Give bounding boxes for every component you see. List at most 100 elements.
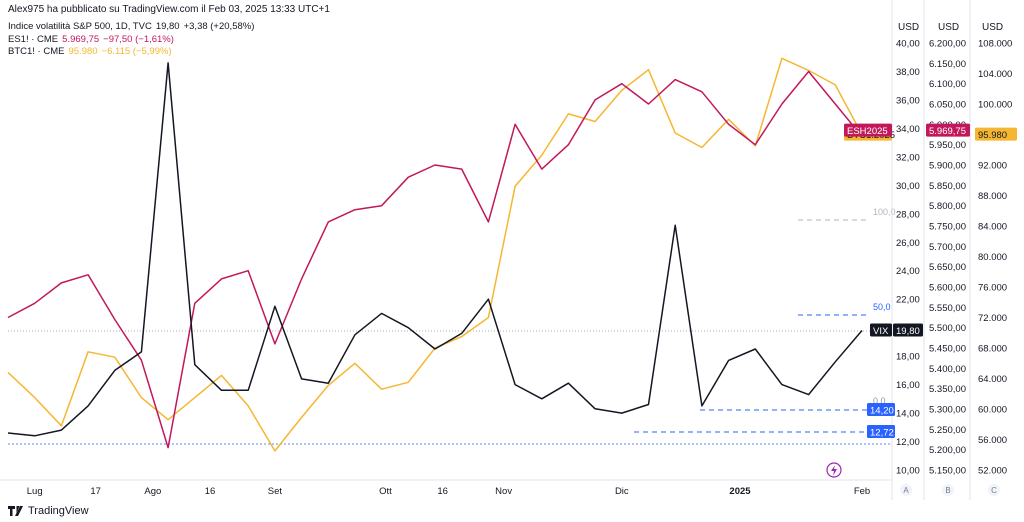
fib-label-0: 0,0: [873, 396, 886, 406]
axis-b-tick: 5.150,00: [929, 466, 966, 477]
axis-scale-letter: B: [945, 486, 950, 495]
axis-c-tick: 104.000: [978, 69, 1012, 80]
legend-es-values: 5.969,75 −97,50 (−1,61%): [62, 34, 178, 47]
axis-b-tick: 5.950,00: [929, 140, 966, 151]
publisher-line: Alex975 ha pubblicato su TradingView.com…: [8, 4, 330, 15]
axis-b-currency: USD: [938, 22, 960, 33]
axis-scale-letter: C: [991, 486, 997, 495]
axis-b-tick: 6.050,00: [929, 100, 966, 111]
axis-b-tick: 5.550,00: [929, 303, 966, 314]
axis-b-tick: 5.200,00: [929, 445, 966, 456]
x-axis-tick: Ago: [144, 486, 161, 497]
legend: Indice volatilità S&P 500, 1D, TVC 19,80…: [8, 21, 258, 59]
axis-a-tick: 10,00: [896, 466, 920, 477]
x-axis-tick: Set: [268, 486, 283, 497]
axis-scale-button[interactable]: [988, 484, 1000, 496]
axis-c-tick: 72.000: [978, 313, 1007, 324]
axis-b-tick: 6.150,00: [929, 59, 966, 70]
axis-b-tick: 5.900,00: [929, 161, 966, 172]
fib-label-100: 100,0: [873, 207, 896, 217]
es-symbol-badge: ESH2025: [847, 126, 888, 137]
legend-es-name: ES1! · CME: [8, 33, 59, 45]
axis-c-tick: 80.000: [978, 252, 1007, 263]
axis-a-tick: 18,00: [896, 352, 920, 363]
legend-btc-last: 95.980: [68, 46, 98, 57]
x-axis-tick: Nov: [495, 486, 512, 497]
axis-b-tick: 6.200,00: [929, 39, 966, 50]
x-axis-tick: 17: [90, 486, 101, 497]
axis-c-tick: 52.000: [978, 466, 1007, 477]
legend-vix[interactable]: Indice volatilità S&P 500, 1D, TVC 19,80…: [8, 21, 258, 34]
axis-b-tick: 5.600,00: [929, 283, 966, 294]
x-axis-tick: Ott: [379, 486, 392, 497]
axis-a-tick: 32,00: [896, 152, 920, 163]
axis-a-tick: 34,00: [896, 124, 920, 135]
axis-scale-letter: A: [903, 486, 909, 495]
brand-name: TradingView: [28, 505, 89, 517]
vix-price-badge-bg: [893, 323, 923, 337]
axis-b-tick: 5.300,00: [929, 405, 966, 416]
axis-b-tick: 5.450,00: [929, 344, 966, 355]
axis-b-tick: 5.500,00: [929, 323, 966, 334]
axis-c-tick: 100.000: [978, 100, 1012, 111]
axis-a-tick: 12,00: [896, 437, 920, 448]
btc-line: [7, 57, 863, 452]
axis-c-tick: 108.000: [978, 39, 1012, 50]
axis-c-tick: 64.000: [978, 374, 1007, 385]
x-axis-tick: 2025: [729, 486, 751, 497]
axis-c-tick: 88.000: [978, 191, 1007, 202]
legend-es[interactable]: ES1! · CME 5.969,75 −97,50 (−1,61%): [8, 34, 258, 47]
es-line: [7, 70, 863, 449]
axis-a-tick: 30,00: [896, 181, 920, 192]
axis-b-tick: 5.850,00: [929, 181, 966, 192]
axis-scale-button[interactable]: [900, 484, 912, 496]
axis-a-tick: 36,00: [896, 95, 920, 106]
legend-btc[interactable]: BTC1! · CME 95.980 −6.115 (−5,99%): [8, 46, 258, 59]
legend-es-last: 5.969,75: [62, 33, 100, 45]
level-badge-1: 14,20: [870, 406, 894, 417]
axis-b-tick: 5.650,00: [929, 262, 966, 273]
axis-c-tick: 56.000: [978, 435, 1007, 446]
axis-a-currency: USD: [898, 22, 920, 33]
brand-footer[interactable]: TradingView: [8, 505, 89, 517]
axis-a-tick: 22,00: [896, 295, 920, 306]
legend-vix-name: Indice volatilità S&P 500, 1D, TVC: [8, 21, 152, 32]
axis-b-tick: 5.250,00: [929, 425, 966, 436]
x-axis-tick: Lug: [27, 486, 43, 497]
axis-b-tick: 5.400,00: [929, 364, 966, 375]
axis-c-tick: 84.000: [978, 222, 1007, 233]
series-layer: [7, 57, 863, 452]
x-axis-tick: Feb: [854, 486, 870, 497]
axis-c-tick: 76.000: [978, 283, 1007, 294]
legend-es-change: −97,50 (−1,61%): [103, 33, 174, 45]
axis-scale-button[interactable]: [942, 484, 954, 496]
axis-c-tick: 60.000: [978, 405, 1007, 416]
axis-c-tick: 92.000: [978, 161, 1007, 172]
flash-icon[interactable]: [826, 462, 842, 478]
vix-line: [7, 62, 863, 437]
axis-b-tick: 5.700,00: [929, 242, 966, 253]
btc-price-badge: 95.980: [978, 130, 1007, 141]
legend-vix-change: +3,38 (+20,58%): [183, 21, 255, 32]
es-price-badge-bg: [926, 123, 970, 137]
legend-btc-name: BTC1! · CME: [8, 46, 65, 57]
legend-btc-values: 95.980 −6.115 (−5,99%): [68, 46, 175, 59]
es-price-badge: 5.969,75: [929, 126, 966, 137]
axis-a-tick: 40,00: [896, 39, 920, 50]
axis-a-tick: 26,00: [896, 238, 920, 249]
axis-a-tick: 28,00: [896, 209, 920, 220]
level-badge-2: 12,72: [870, 428, 894, 439]
legend-vix-last: 19,80: [155, 21, 180, 32]
vix-symbol-badge: VIX: [873, 326, 889, 337]
legend-btc-change: −6.115 (−5,99%): [101, 46, 172, 57]
axis-b-tick: 5.750,00: [929, 222, 966, 233]
level-badge-2-bg: [867, 425, 895, 438]
axis-a-tick: 24,00: [896, 266, 920, 277]
vix-symbol-badge-bg: [870, 323, 892, 337]
axis-a-tick: 14,00: [896, 409, 920, 420]
vix-price-badge: 19,80: [896, 326, 920, 337]
es-symbol-badge-bg: [844, 123, 892, 137]
tradingview-logo-icon: [8, 506, 23, 516]
axis-c-tick: 68.000: [978, 344, 1007, 355]
